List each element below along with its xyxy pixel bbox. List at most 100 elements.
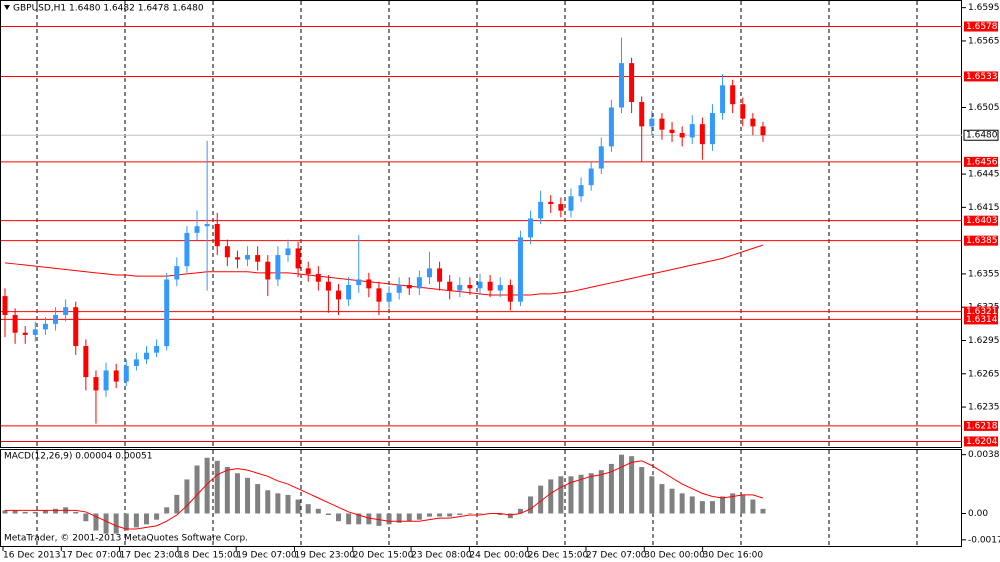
macd-bar — [295, 499, 301, 514]
level-label-box — [964, 215, 998, 226]
macd-bar — [760, 508, 766, 514]
candle-body — [113, 370, 119, 382]
candle-body — [214, 224, 220, 247]
candle-body — [224, 246, 230, 258]
candle-body — [376, 288, 382, 302]
chart-title: GBPUSD,H1 1.6480 1.6482 1.6478 1.6480 — [13, 4, 204, 14]
level-label-box — [964, 235, 998, 246]
macd-bar — [315, 508, 321, 514]
macd-bar — [234, 473, 240, 514]
level-label-box — [964, 420, 998, 431]
candle-body — [406, 285, 412, 289]
candle-body — [73, 307, 79, 347]
y-tick-label: 1.6445 — [968, 170, 1000, 180]
candle-body — [325, 281, 331, 291]
level-label: 1.6385 — [966, 236, 998, 246]
y-tick-label: 1.6235 — [968, 403, 1000, 413]
macd-bar — [426, 513, 432, 517]
candle-body — [709, 113, 715, 145]
y-tick-label: 1.6595 — [968, 3, 1000, 13]
candle-body — [295, 248, 301, 269]
candle-body — [164, 279, 170, 347]
macd-bar — [184, 479, 190, 514]
macd-bar — [750, 499, 756, 514]
macd-bar — [275, 493, 281, 514]
x-tick-label: 18 Dec 15:00 — [178, 551, 239, 561]
y-tick-label: 1.6355 — [968, 269, 1000, 279]
macd-bar — [538, 485, 544, 514]
candle-body — [154, 346, 160, 353]
candle-body — [204, 224, 210, 227]
candle-body — [336, 290, 342, 300]
macd-bar — [83, 513, 89, 522]
macd-bar — [133, 513, 139, 528]
macd-bar — [2, 510, 8, 514]
candle-body — [83, 346, 89, 378]
candle-body — [760, 126, 766, 136]
candle-body — [366, 279, 372, 289]
macd-bar — [457, 513, 463, 516]
candle-body — [416, 277, 422, 289]
candle-body — [699, 124, 705, 145]
x-tick-label: 20 Dec 15:00 — [353, 551, 414, 561]
macd-bar — [477, 513, 483, 514]
macd-bar — [245, 477, 251, 514]
macd-bar — [740, 494, 746, 514]
candle-body — [669, 129, 675, 134]
macd-bar — [346, 513, 352, 525]
candle-body — [598, 146, 604, 169]
macd-title: MACD(12,26,9) 0.00004 0.00051 — [4, 452, 153, 462]
x-tick-label: 23 Dec 08:00 — [411, 551, 472, 561]
macd-bar — [366, 513, 372, 525]
current-price-box — [963, 129, 999, 141]
candle-body — [356, 279, 362, 286]
candle-body — [2, 296, 8, 315]
macd-bar — [659, 484, 665, 514]
macd-bar — [497, 513, 503, 516]
candle-body — [548, 201, 554, 205]
y-tick-label: 1.6565 — [968, 36, 1000, 46]
macd-bar — [669, 488, 675, 514]
macd-bar — [154, 513, 160, 520]
candle-body — [93, 377, 99, 391]
level-label-box — [964, 436, 998, 447]
menu-arrow[interactable] — [4, 5, 10, 10]
macd-bar — [174, 494, 180, 514]
candle-body — [63, 307, 69, 315]
candle-body — [720, 85, 726, 114]
macd-bar — [143, 513, 149, 525]
candle-body — [689, 124, 695, 138]
macd-y-tick-label: -0.0017 — [968, 535, 1000, 545]
level-label-box — [964, 71, 998, 82]
level-label: 1.6204 — [966, 437, 998, 447]
macd-bar — [164, 507, 170, 514]
level-label-box — [964, 314, 998, 325]
macd-bar — [305, 504, 311, 514]
macd-bar — [699, 501, 705, 514]
macd-bar — [588, 473, 594, 514]
y-tick-label: 1.6415 — [968, 203, 1000, 213]
x-tick-label: 17 Dec 23:00 — [120, 551, 181, 561]
candle-body — [528, 218, 534, 238]
candle-body — [386, 292, 392, 302]
candle-body — [123, 366, 129, 382]
macd-bar — [437, 513, 443, 517]
macd-bar — [517, 508, 523, 514]
x-tick-label: 24 Dec 00:00 — [469, 551, 530, 561]
macd-bar — [214, 460, 220, 514]
macd-bar — [103, 513, 109, 534]
candle-body — [42, 323, 48, 330]
macd-y-tick-label: 0.00 — [968, 509, 988, 519]
x-tick-label: 27 Dec 07:00 — [586, 551, 647, 561]
candle-body — [497, 285, 503, 291]
candle-body — [740, 104, 746, 119]
macd-bar — [336, 513, 342, 522]
candle-body — [275, 255, 281, 280]
macd-bar — [255, 484, 261, 514]
moving-average — [4, 244, 764, 296]
macd-y-tick-label: 0.0038 — [968, 450, 1000, 460]
level-label: 1.6578 — [966, 22, 998, 32]
candle-body — [53, 314, 59, 324]
candle-body — [750, 118, 756, 127]
macd-bar — [53, 508, 59, 514]
